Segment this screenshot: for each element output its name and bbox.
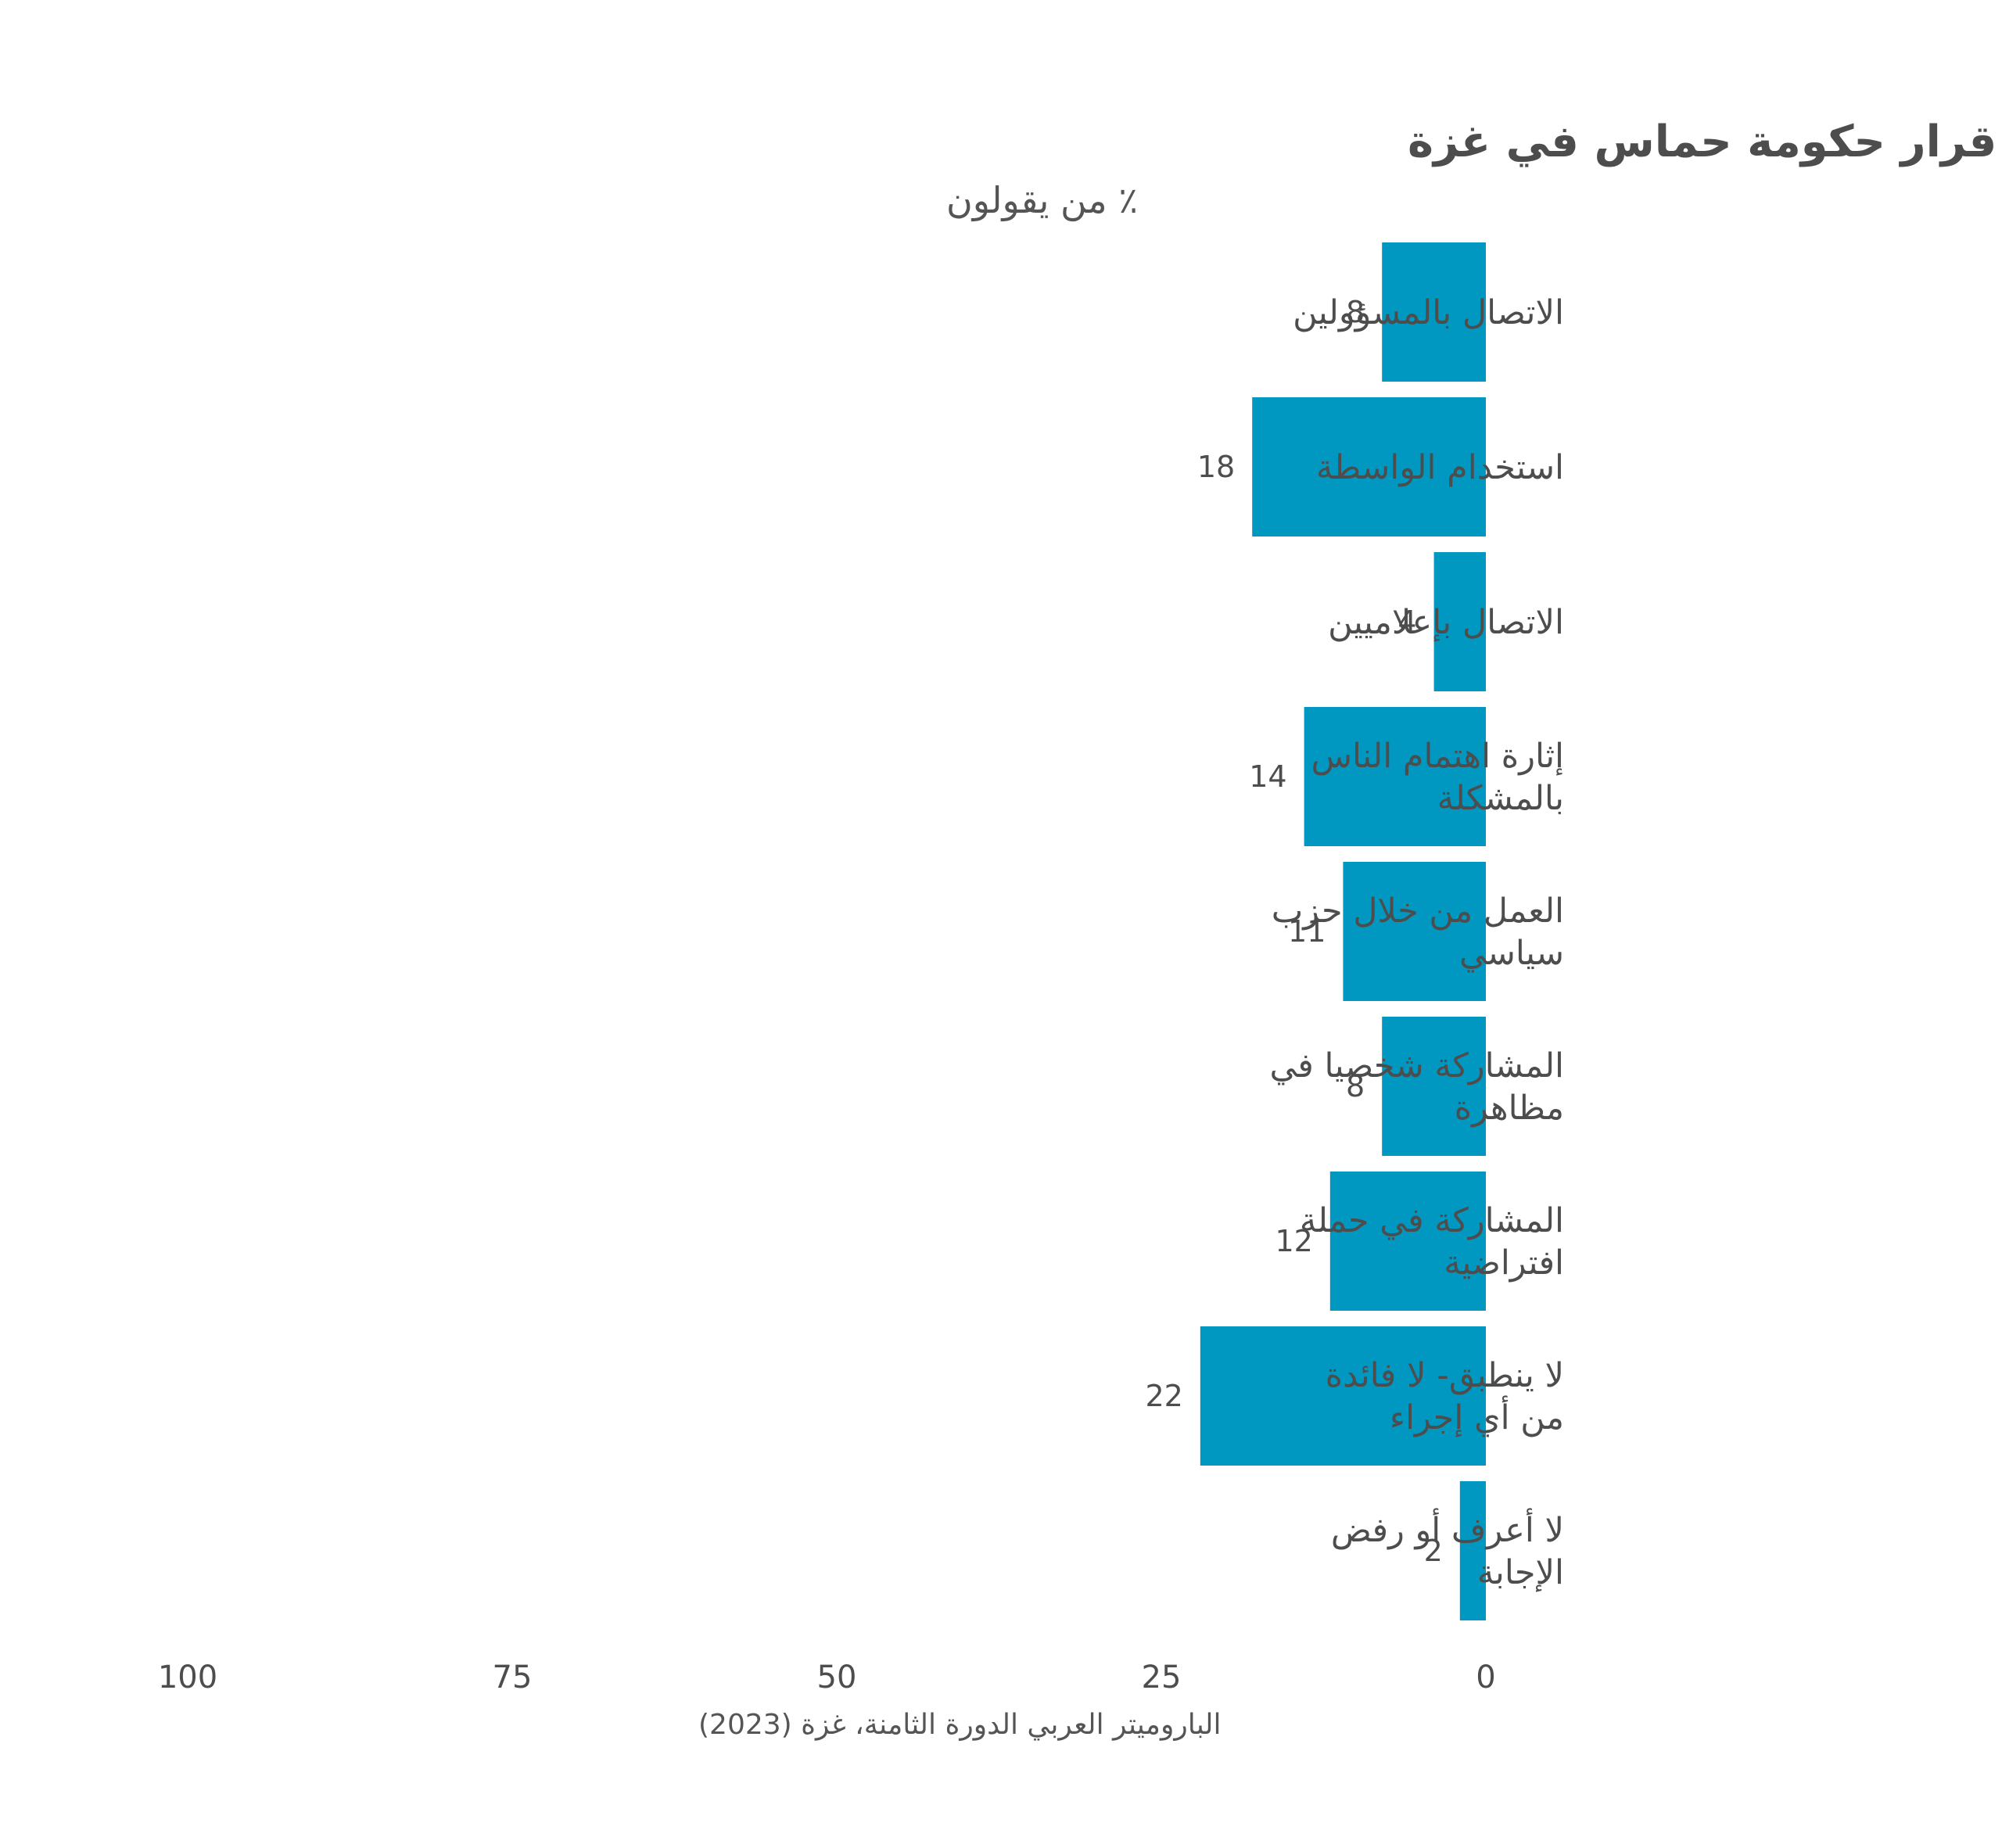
bar bbox=[1304, 707, 1486, 846]
category-label: إثارة اهتمام الناس bbox=[1311, 737, 1564, 776]
bar bbox=[1459, 1481, 1486, 1620]
data-label: 2 bbox=[1424, 1534, 1443, 1568]
category-labels-group: الاتصال بالمسؤولين استخدام الواسطة الاتصال… bbox=[1269, 293, 1564, 1592]
bar bbox=[1343, 862, 1486, 1001]
x-axis-ticks-group: 0 25 50 75 100 bbox=[158, 1660, 1496, 1695]
x-tick-label: 50 bbox=[817, 1660, 857, 1695]
data-label: 18 bbox=[1197, 450, 1235, 484]
bar bbox=[1382, 242, 1486, 382]
data-label: 12 bbox=[1275, 1224, 1312, 1258]
chart-source: الباروميتر العربي الدورة الثامنة، غزة (2… bbox=[698, 1709, 1222, 1741]
x-tick-label: 0 bbox=[1476, 1660, 1495, 1695]
bar bbox=[1382, 1017, 1486, 1156]
bar bbox=[1200, 1326, 1486, 1466]
data-label: 8 bbox=[1346, 1069, 1365, 1103]
category-label: افتراضية bbox=[1444, 1243, 1564, 1283]
category-label: العمل من خلال حزب bbox=[1272, 892, 1564, 931]
category-label: لا ينطبق- لا فائدة bbox=[1326, 1356, 1564, 1395]
category-label: المشاركة شخصيا في bbox=[1269, 1046, 1564, 1085]
category-label: استخدام الواسطة bbox=[1316, 448, 1564, 487]
bar bbox=[1433, 552, 1486, 691]
category-label: من أي إجراء bbox=[1390, 1395, 1564, 1437]
category-label: مظاهرة bbox=[1455, 1089, 1564, 1128]
data-label: 11 bbox=[1288, 914, 1326, 949]
category-label: المشاركة في حملة bbox=[1300, 1201, 1564, 1240]
category-label: الاتصال بإعلاميين bbox=[1328, 603, 1564, 642]
data-label: 8 bbox=[1346, 295, 1365, 329]
chart-subtitle: ٪ من يقولون bbox=[946, 179, 1138, 222]
category-label: الاتصال بالمسؤولين bbox=[1293, 293, 1564, 332]
category-label: سياسي bbox=[1459, 934, 1564, 973]
x-tick-label: 75 bbox=[493, 1660, 533, 1695]
chart-title: الإجراء الأكثر جدوى للتأثير على قرار حكو… bbox=[1408, 113, 2002, 167]
data-label: 14 bbox=[1249, 759, 1286, 794]
bar bbox=[1329, 1172, 1486, 1311]
x-tick-label: 25 bbox=[1142, 1660, 1182, 1695]
category-label: لا أعرف أو رفض bbox=[1331, 1508, 1564, 1550]
bar bbox=[1252, 397, 1486, 536]
category-label: الإجابة bbox=[1477, 1553, 1564, 1592]
x-tick-label: 100 bbox=[158, 1660, 217, 1695]
data-label: 22 bbox=[1145, 1379, 1182, 1413]
data-label: 4 bbox=[1397, 605, 1416, 639]
category-label: بالمشكلة bbox=[1437, 779, 1564, 818]
